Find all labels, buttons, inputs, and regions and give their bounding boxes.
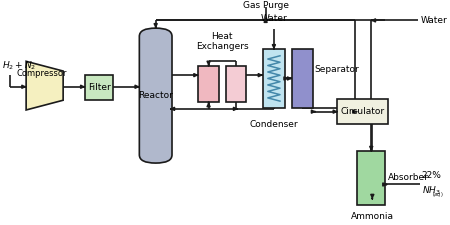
Text: Absorber: Absorber [388, 173, 429, 182]
Text: $H_2+N_2$: $H_2+N_2$ [2, 59, 36, 72]
Text: Ammonia: Ammonia [351, 212, 394, 221]
Text: Compressor: Compressor [16, 69, 67, 78]
Bar [225, 66, 247, 102]
Bar [338, 99, 387, 124]
Polygon shape [26, 61, 63, 110]
Text: Gas Purge: Gas Purge [243, 1, 288, 10]
Text: Circulator: Circulator [341, 107, 385, 116]
Text: Reactor: Reactor [138, 91, 173, 100]
Bar [198, 66, 219, 102]
Text: Separator: Separator [315, 65, 360, 74]
Text: Heat
Exchangers: Heat Exchangers [196, 32, 248, 51]
Text: $NH_3$: $NH_3$ [422, 185, 441, 197]
Text: $_{(aq)}$: $_{(aq)}$ [432, 191, 444, 200]
Text: Filter: Filter [88, 83, 110, 92]
FancyBboxPatch shape [140, 28, 172, 163]
Bar [85, 74, 113, 100]
Text: Condenser: Condenser [250, 120, 298, 129]
Text: Water: Water [261, 14, 287, 22]
Text: Water: Water [420, 16, 447, 25]
Text: 22%: 22% [422, 171, 441, 180]
Bar [357, 151, 385, 205]
Bar [292, 49, 313, 108]
Bar [263, 49, 285, 108]
